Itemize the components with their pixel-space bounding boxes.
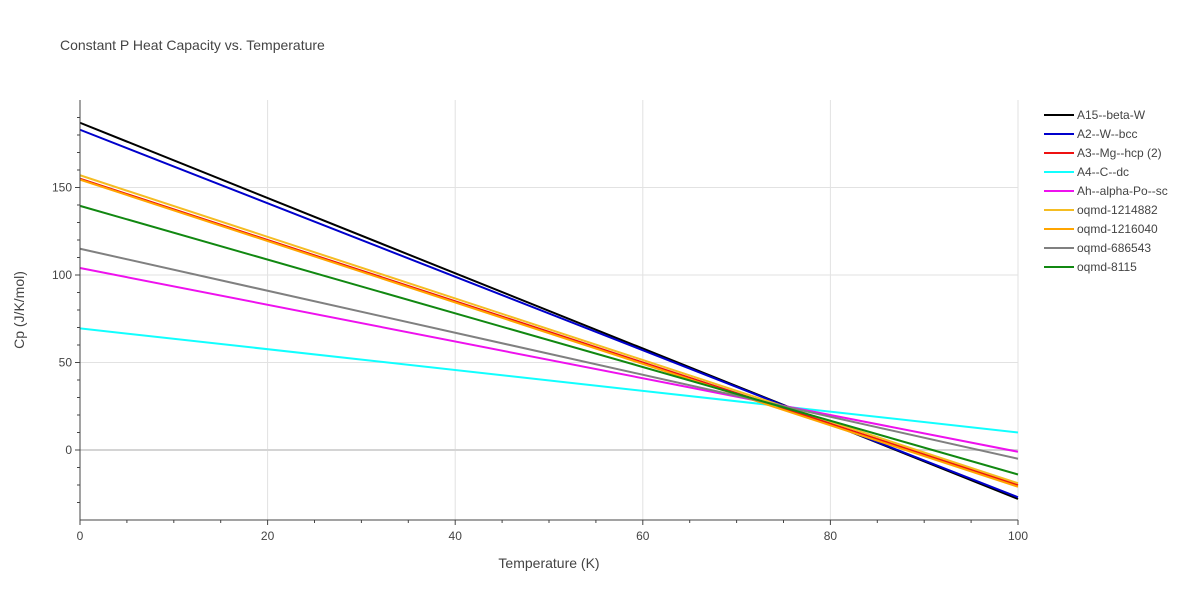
legend-item[interactable]: oqmd-686543 <box>1044 241 1151 255</box>
legend-label: A3--Mg--hcp (2) <box>1077 146 1162 160</box>
series-line <box>79 204 1019 476</box>
legend-item[interactable]: A15--beta-W <box>1044 108 1146 122</box>
series-line <box>79 128 1019 499</box>
series-line <box>79 247 1019 460</box>
legend-item[interactable]: A3--Mg--hcp (2) <box>1044 146 1162 160</box>
x-tick-label: 80 <box>824 529 838 543</box>
legend-label: Ah--alpha-Po--sc <box>1077 184 1168 198</box>
y-tick-label: 0 <box>65 443 72 457</box>
chart-title: Constant P Heat Capacity vs. Temperature <box>60 37 325 53</box>
legend-label: oqmd-686543 <box>1077 241 1151 255</box>
series-lines <box>79 121 1019 500</box>
legend[interactable]: A15--beta-W A2--W--bcc A3--Mg--hcp (2) A4--… <box>1044 108 1168 274</box>
legend-item[interactable]: A2--W--bcc <box>1044 127 1137 141</box>
x-axis-label: Temperature (K) <box>498 555 599 571</box>
series-line <box>79 327 1019 434</box>
y-tick-label: 150 <box>52 181 72 195</box>
x-tick-label: 60 <box>636 529 650 543</box>
legend-item[interactable]: A4--C--dc <box>1044 165 1129 179</box>
y-tick-label: 100 <box>52 268 72 282</box>
x-tick-label: 100 <box>1008 529 1028 543</box>
legend-label: A4--C--dc <box>1077 165 1129 179</box>
x-tick-label: 40 <box>449 529 463 543</box>
axes: 0 20 40 60 80 100 0 50 100 150 <box>52 100 1028 543</box>
legend-item[interactable]: oqmd-8115 <box>1044 260 1137 274</box>
legend-item[interactable]: oqmd-1216040 <box>1044 222 1158 236</box>
x-tick-label: 0 <box>77 529 84 543</box>
legend-label: oqmd-1216040 <box>1077 222 1158 236</box>
y-tick-label: 50 <box>59 356 73 370</box>
series-line <box>79 267 1019 453</box>
legend-label: A2--W--bcc <box>1077 127 1137 141</box>
series-line <box>79 178 1019 488</box>
legend-label: oqmd-1214882 <box>1077 203 1158 217</box>
legend-label: oqmd-8115 <box>1077 260 1137 274</box>
legend-item[interactable]: oqmd-1214882 <box>1044 203 1158 217</box>
grid <box>80 100 1019 520</box>
legend-label: A15--beta-W <box>1077 108 1146 122</box>
series-line <box>79 174 1019 485</box>
y-axis-label: Cp (J/K/mol) <box>11 271 27 349</box>
legend-item[interactable]: Ah--alpha-Po--sc <box>1044 184 1168 198</box>
x-tick-label: 20 <box>261 529 275 543</box>
